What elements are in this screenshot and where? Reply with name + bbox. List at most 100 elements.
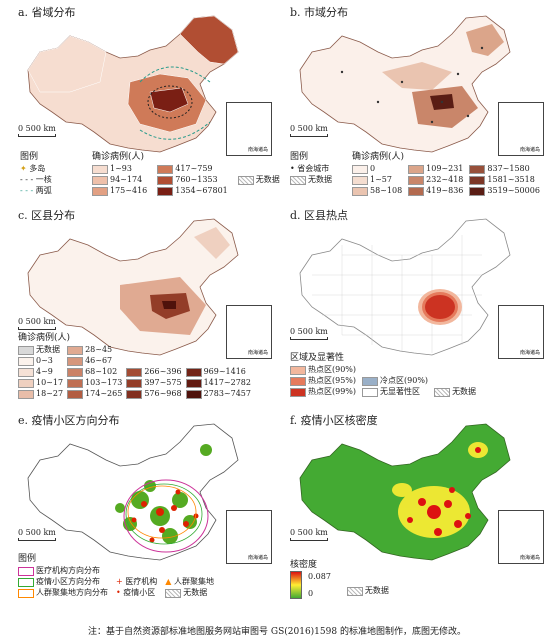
legend-item: 疫情小区方向分布	[36, 577, 100, 586]
panel-title: f. 疫情小区核密度	[290, 414, 378, 427]
legend-title: 区域及显著性	[290, 353, 345, 363]
legend-class: 无数据	[452, 387, 477, 396]
density-hotspots	[407, 447, 481, 536]
scale-bar: 0 500 km	[290, 528, 328, 541]
density-color-ramp	[290, 571, 302, 599]
legend-class: 2783~7457	[203, 389, 251, 398]
legend-class: 1~93	[110, 164, 132, 173]
legend-class: 1581~3518	[487, 175, 535, 184]
density-min: 0	[308, 589, 314, 598]
legend-item: 省会城市	[297, 164, 330, 173]
arc-marker	[139, 66, 211, 83]
panel-title: e. 疫情小区方向分布	[18, 414, 120, 427]
inset-label: 南海诸岛	[519, 147, 540, 153]
panel-a: a. 省域分布 南海诸岛 0 500 km 图例 ✦ 多岛 - - - 一核 -…	[10, 2, 280, 202]
medical-ellipse	[123, 479, 209, 553]
scale-bar: 0 500 km	[18, 317, 56, 330]
scale-label: 0 500 km	[18, 528, 56, 537]
panel-e: e. 疫情小区方向分布 南海诸岛 0 500 km 图例 医疗机构方向分布 疫情…	[10, 410, 275, 610]
legend-class: 28~45	[85, 345, 113, 354]
legend-item: 人群聚集地方向分布	[36, 588, 108, 597]
legend-class: 4~9	[36, 367, 53, 376]
legend-title: 图例	[18, 554, 37, 564]
legend-class: 109~231	[426, 164, 464, 173]
legend-class: 68~102	[85, 367, 118, 376]
region-hubei	[149, 87, 189, 113]
legend-classes: 确诊病例(人) 1~93 94~174 175~416 417~759 760~…	[92, 152, 280, 196]
legend-classes: 确诊病例(人) 0 1~57 58~108 109~231 232~418 41…	[352, 152, 540, 196]
region-west	[27, 35, 107, 93]
legend-classes: 确诊病例(人) 无数据 0~3 4~9 10~17 18~27 28~45 46…	[18, 333, 251, 399]
scale-label: 0 500 km	[18, 124, 56, 133]
arc-marker	[139, 121, 211, 140]
legend-class: 103~173	[85, 378, 123, 387]
legend-class: 热点区(95%)	[308, 376, 357, 385]
scale-label: 0 500 km	[290, 124, 328, 133]
legend-item: 无数据	[308, 175, 332, 184]
panel-d: d. 区县热点 南海诸岛 0 500 km 区域及显著性 热点区(90%) 热点…	[282, 205, 547, 405]
legend-symbols: 图例 • 省会城市 无数据	[290, 152, 332, 185]
legend-nodata: 无数据	[364, 586, 389, 595]
legend-item: 疫情小区	[123, 588, 156, 597]
scale-label: 0 500 km	[18, 317, 56, 326]
legend-class: 10~17	[36, 378, 64, 387]
panel-title: b. 市域分布	[290, 6, 349, 19]
legend-class: 266~396	[144, 367, 182, 376]
south-china-sea-inset: 南海诸岛	[498, 102, 544, 156]
legend-title: 核密度	[290, 560, 318, 570]
legend-class: 1417~2782	[203, 378, 251, 387]
legend-class: 无显著性区	[380, 387, 421, 396]
legend-class: 417~759	[175, 164, 213, 173]
map-provinces	[10, 12, 250, 162]
legend-title: 图例	[20, 152, 39, 162]
scale-bar: 0 500 km	[290, 327, 328, 340]
south-china-sea-inset: 南海诸岛	[498, 510, 544, 564]
legend-title: 确诊病例(人)	[18, 333, 71, 343]
inset-label: 南海诸岛	[519, 350, 540, 356]
legend-title: 确诊病例(人)	[92, 152, 145, 162]
epidemic-points	[131, 489, 199, 543]
legend-class: 1354~67801	[175, 186, 228, 195]
map-counties	[10, 215, 250, 365]
legend-class: 174~265	[85, 389, 123, 398]
inset-label: 南海诸岛	[247, 350, 268, 356]
south-china-sea-inset: 南海诸岛	[498, 305, 544, 359]
crowd-ellipse	[127, 485, 197, 539]
legend-class: 94~174	[110, 175, 143, 184]
community-ellipse	[125, 483, 203, 545]
south-china-sea-inset: 南海诸岛	[226, 510, 272, 564]
map-direction	[10, 420, 250, 570]
legend-classes: 区域及显著性 热点区(90%) 热点区(95%) 热点区(99%) 冷点区(90…	[290, 353, 476, 397]
scale-label: 0 500 km	[290, 327, 328, 336]
legend-class: 18~27	[36, 389, 64, 398]
legend-title: 图例	[290, 152, 309, 162]
legend-nodata: 无数据	[36, 345, 60, 354]
legend-class: 969~1416	[203, 367, 246, 376]
legend-class: 热点区(99%)	[308, 387, 357, 396]
legend-title: 确诊病例(人)	[352, 152, 405, 162]
density-max: 0.087	[308, 572, 331, 581]
legend-item: 两弧	[35, 186, 52, 195]
legend-class: 837~1580	[487, 164, 530, 173]
legend-class: 1~57	[370, 175, 392, 184]
legend-class: 397~575	[144, 378, 182, 387]
legend-class: 419~836	[426, 186, 464, 195]
legend-items: 图例 医疗机构方向分布 疫情小区方向分布 人群聚集地方向分布 + 医疗机构 • …	[18, 554, 214, 598]
panel-title: d. 区县热点	[290, 209, 349, 222]
legend-item: 医疗机构	[125, 577, 158, 586]
legend-item: 医疗机构方向分布	[36, 566, 100, 575]
legend-class: 760~1353	[175, 175, 218, 184]
legend-density: 核密度 0.087 0 无数据	[290, 560, 389, 599]
region-northeast	[179, 15, 239, 65]
legend-class: 0	[370, 164, 376, 173]
scale-bar: 0 500 km	[18, 124, 56, 137]
legend-class: 0~3	[36, 356, 53, 365]
south-china-sea-inset: 南海诸岛	[226, 102, 272, 156]
panel-b: b. 市域分布 南海诸岛 0 500 km 图例 • 省会城市 无数据 确诊病例…	[282, 2, 547, 202]
legend-class: 58~108	[370, 186, 403, 195]
panel-c: c. 区县分布 南海诸岛 0 500 km 确诊病例(人) 无数据 0~3 4~…	[10, 205, 275, 405]
footnote: 注：基于自然资源部标准地图服务网站审图号 GS(2016)1598 的标准地图制…	[88, 627, 466, 637]
south-china-sea-inset: 南海诸岛	[226, 305, 272, 359]
scale-label: 0 500 km	[290, 528, 328, 537]
core-marker	[147, 85, 193, 119]
